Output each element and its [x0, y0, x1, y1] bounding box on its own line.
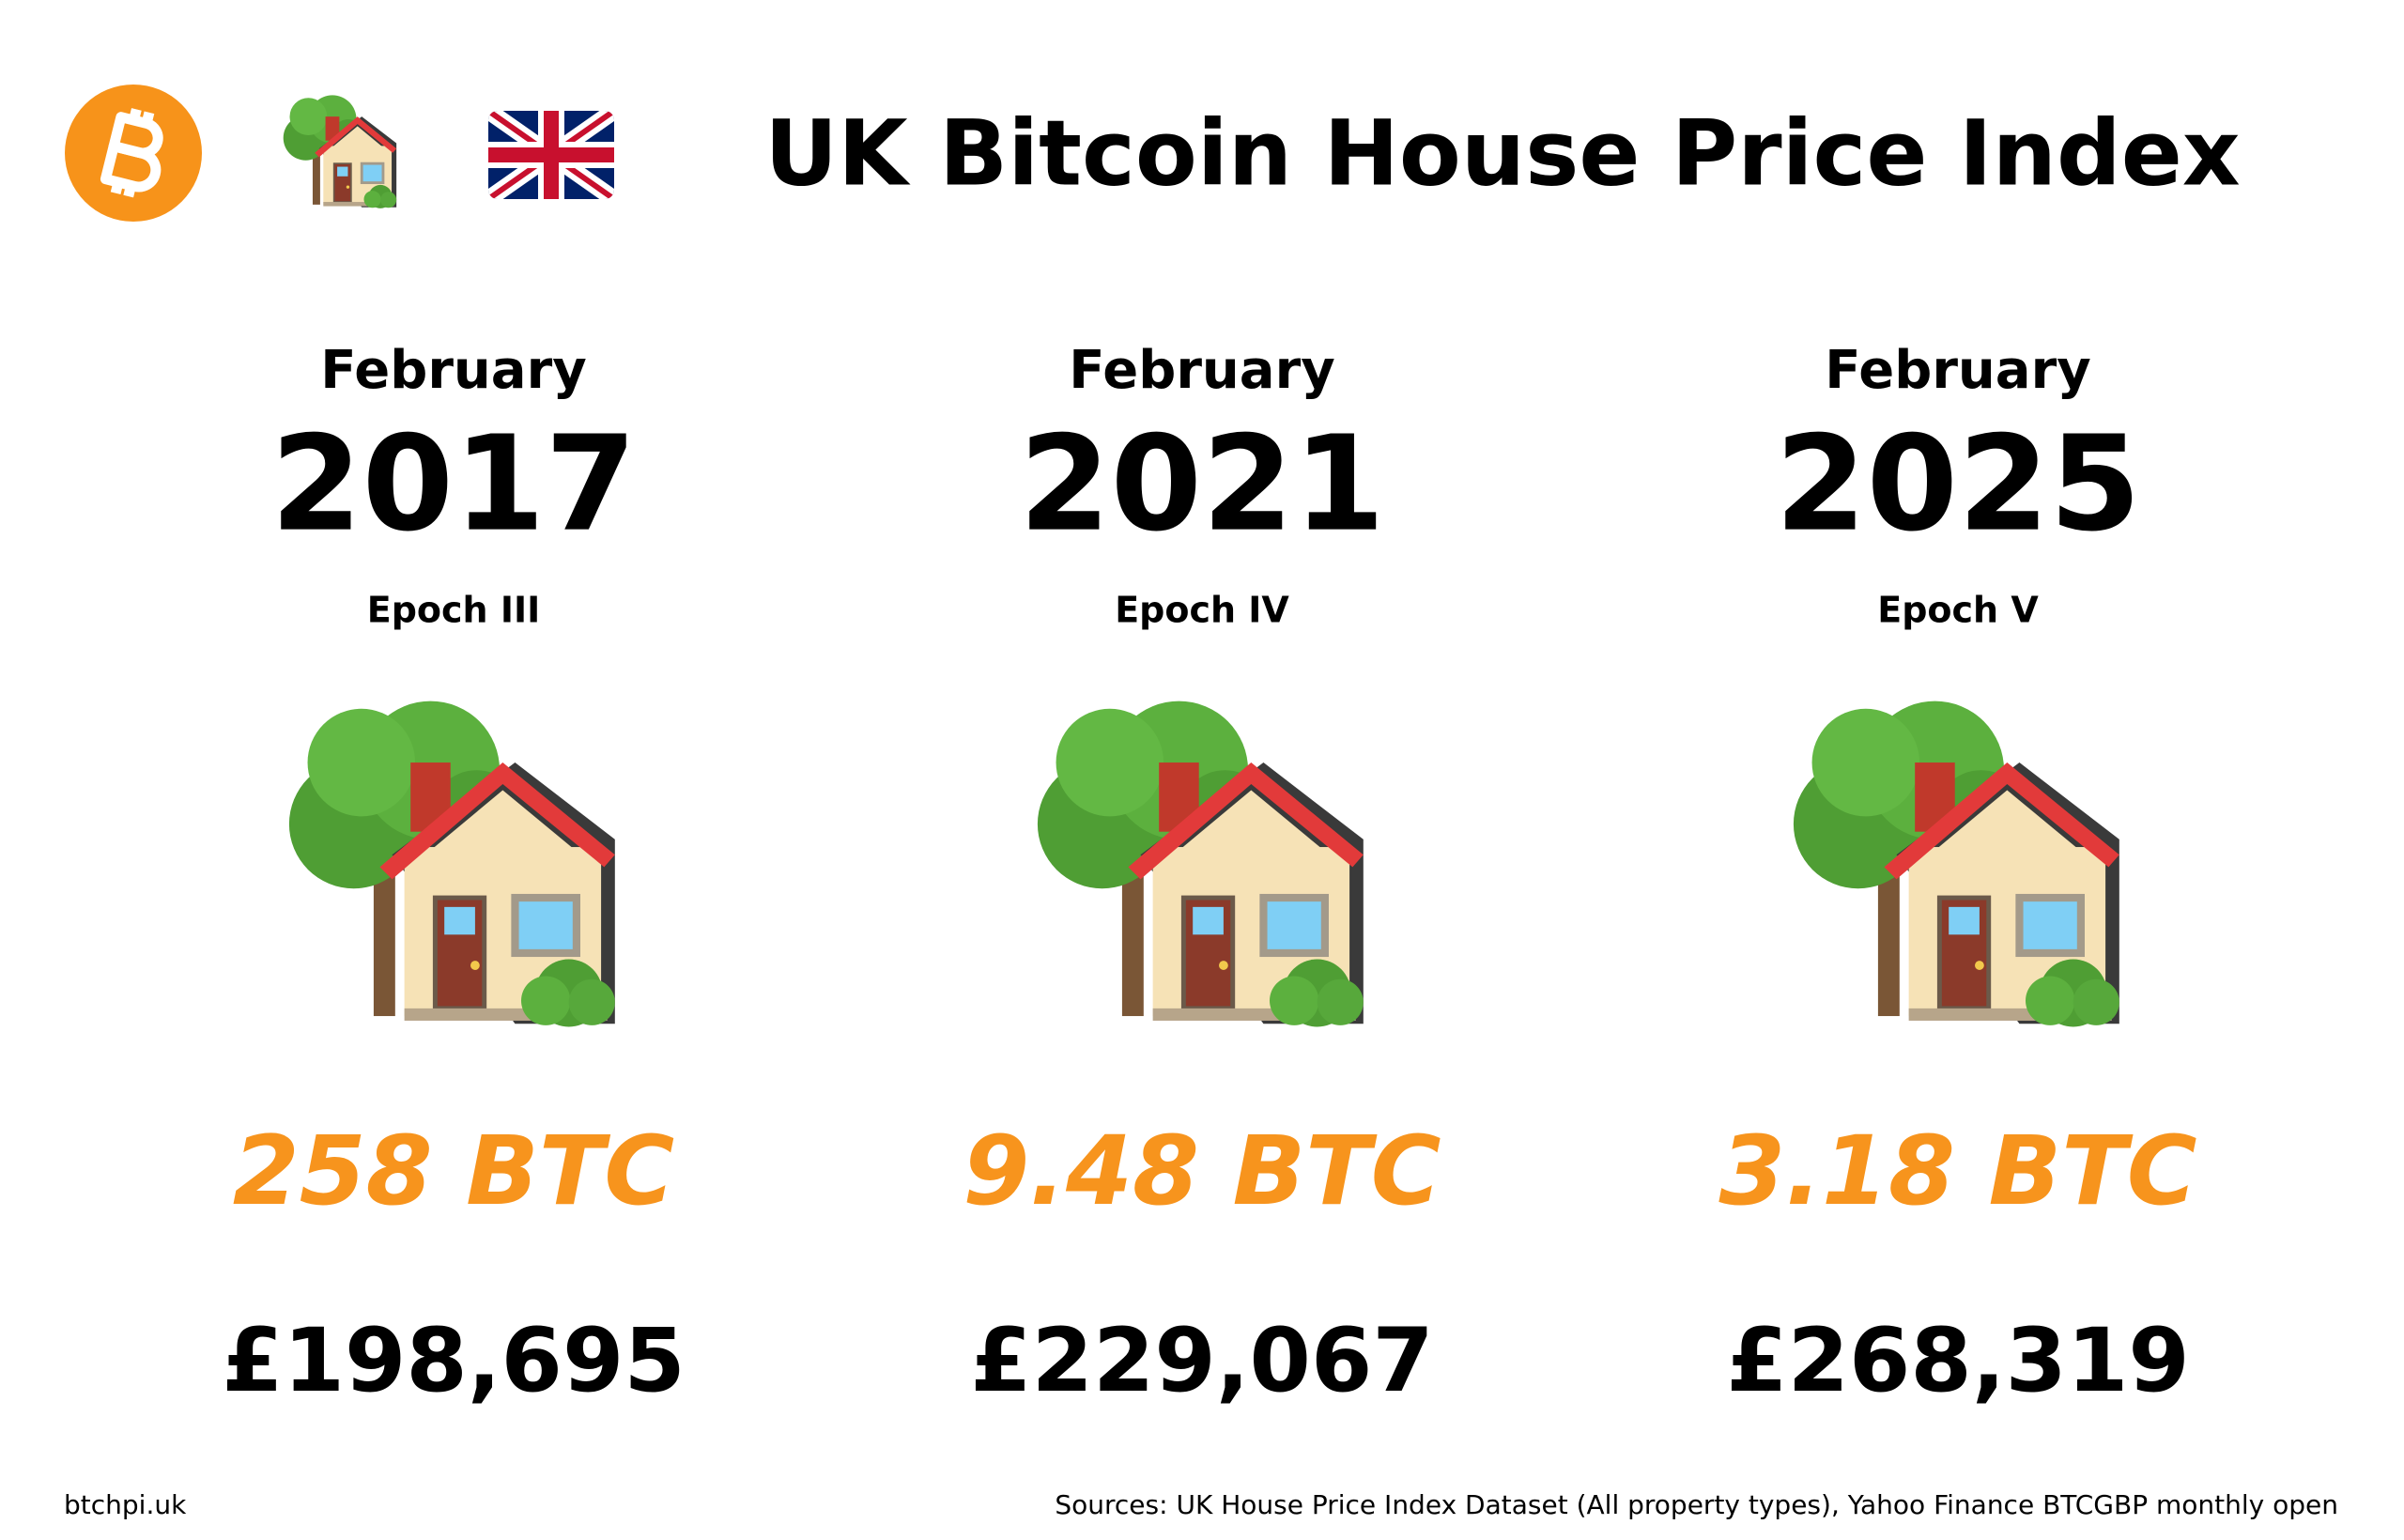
- house-icon: [282, 94, 398, 210]
- gbp-price: £198,695: [222, 1310, 686, 1412]
- month: February: [1825, 340, 2090, 401]
- uk-flag: [488, 111, 614, 199]
- btc-price: 258 BTC: [233, 1116, 675, 1227]
- month: February: [320, 340, 586, 401]
- house-illustration: [289, 701, 615, 1027]
- month: February: [1069, 340, 1334, 401]
- year: 2021: [1019, 408, 1385, 562]
- btc-price: 3.18 BTC: [1718, 1116, 2196, 1227]
- house-illustration: [1038, 701, 1364, 1027]
- title: UK Bitcoin House Price Index: [764, 100, 2240, 206]
- btc-price: 9.48 BTC: [963, 1116, 1441, 1227]
- gbp-price: £268,319: [1726, 1310, 2190, 1412]
- sources: Sources: UK House Price Index Dataset (A…: [1055, 1489, 2338, 1520]
- year: 2017: [270, 408, 637, 562]
- site-url: btchpi.uk: [64, 1489, 187, 1520]
- year: 2025: [1775, 408, 2141, 562]
- bitcoin-logo: [65, 85, 202, 222]
- house-illustration: [1794, 701, 2119, 1027]
- epoch: Epoch IV: [1115, 590, 1289, 631]
- gbp-price: £229,067: [970, 1310, 1434, 1412]
- epoch: Epoch III: [367, 590, 541, 631]
- epoch: Epoch V: [1877, 590, 2039, 631]
